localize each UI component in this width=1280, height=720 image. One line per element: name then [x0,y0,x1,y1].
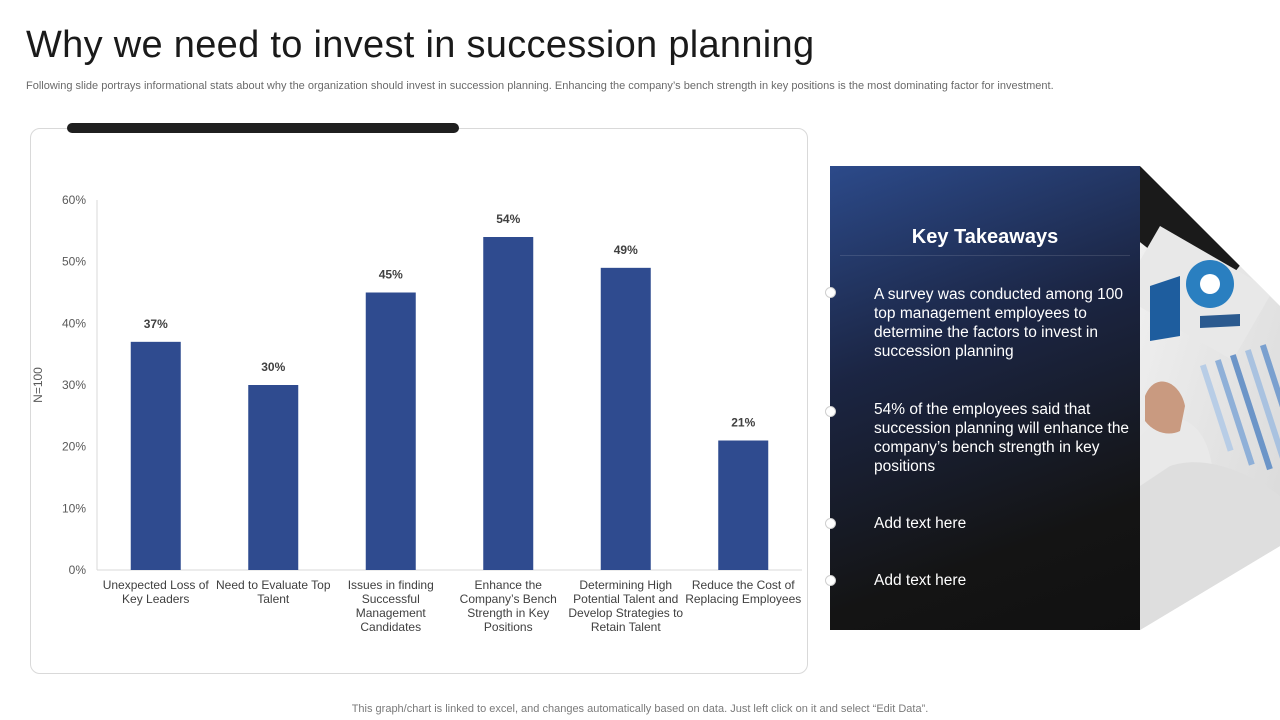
page-subtitle: Following slide portrays informational s… [26,80,1054,92]
takeaway-item: A survey was conducted among 100 top man… [874,286,1124,360]
page-title: Why we need to invest in succession plan… [26,24,815,66]
y-tick-label: 30% [62,378,86,392]
bar-chart[interactable]: 0% 10% 20% 30% 40% 50% 60% N=100 37% Unexpected L… [0,0,820,690]
data-label: 45% [379,268,403,282]
data-label: 21% [731,416,755,430]
takeaway-item: 54% of the employees said that successio… [874,401,1130,475]
data-label: 49% [614,243,638,257]
x-tick-label: Unexpected Loss of Key Leaders [103,578,210,606]
bar [718,440,769,570]
y-tick-label: 40% [62,316,86,330]
takeaway-item: Add text here [874,515,967,532]
y-tick-label: 0% [69,563,87,577]
bullet-dot-icon [825,518,836,529]
takeaways-panel: Key Takeaways [830,166,1140,630]
bar [365,292,416,570]
takeaway-item: Add text here [874,572,967,589]
y-tick-label: 50% [62,255,86,269]
data-label: 54% [496,212,520,226]
x-tick-label: Determining High Potential Talent and Deve… [568,578,683,634]
y-tick-label: 10% [62,501,86,515]
y-tick-label: 60% [62,193,86,207]
business-analytics-photo [1140,166,1280,630]
bar [130,341,181,570]
footnote: This graph/chart is linked to excel, and… [351,703,929,715]
chart-accent-bar [67,123,459,133]
x-tick-label: Reduce the Cost of Replacing Employees [685,578,801,606]
x-tick-label: Enhance the Company’s Bench Strength in Ke… [460,578,557,634]
y-axis-label: N=100 [31,367,45,403]
bar [248,385,299,570]
bullet-dot-icon [825,406,836,417]
data-label: 37% [144,317,168,331]
takeaways-title: Key Takeaways [911,226,1059,248]
x-tick-label: Issues in finding Successful Management Can… [348,578,434,634]
bar [483,237,534,570]
takeaways-divider [840,255,1130,256]
y-tick-label: 20% [62,440,86,454]
bullet-dot-icon [825,287,836,298]
bullet-dot-icon [825,575,836,586]
data-label: 30% [261,360,285,374]
bar [600,267,651,570]
x-tick-label: Need to Evaluate Top Talent [216,578,331,606]
